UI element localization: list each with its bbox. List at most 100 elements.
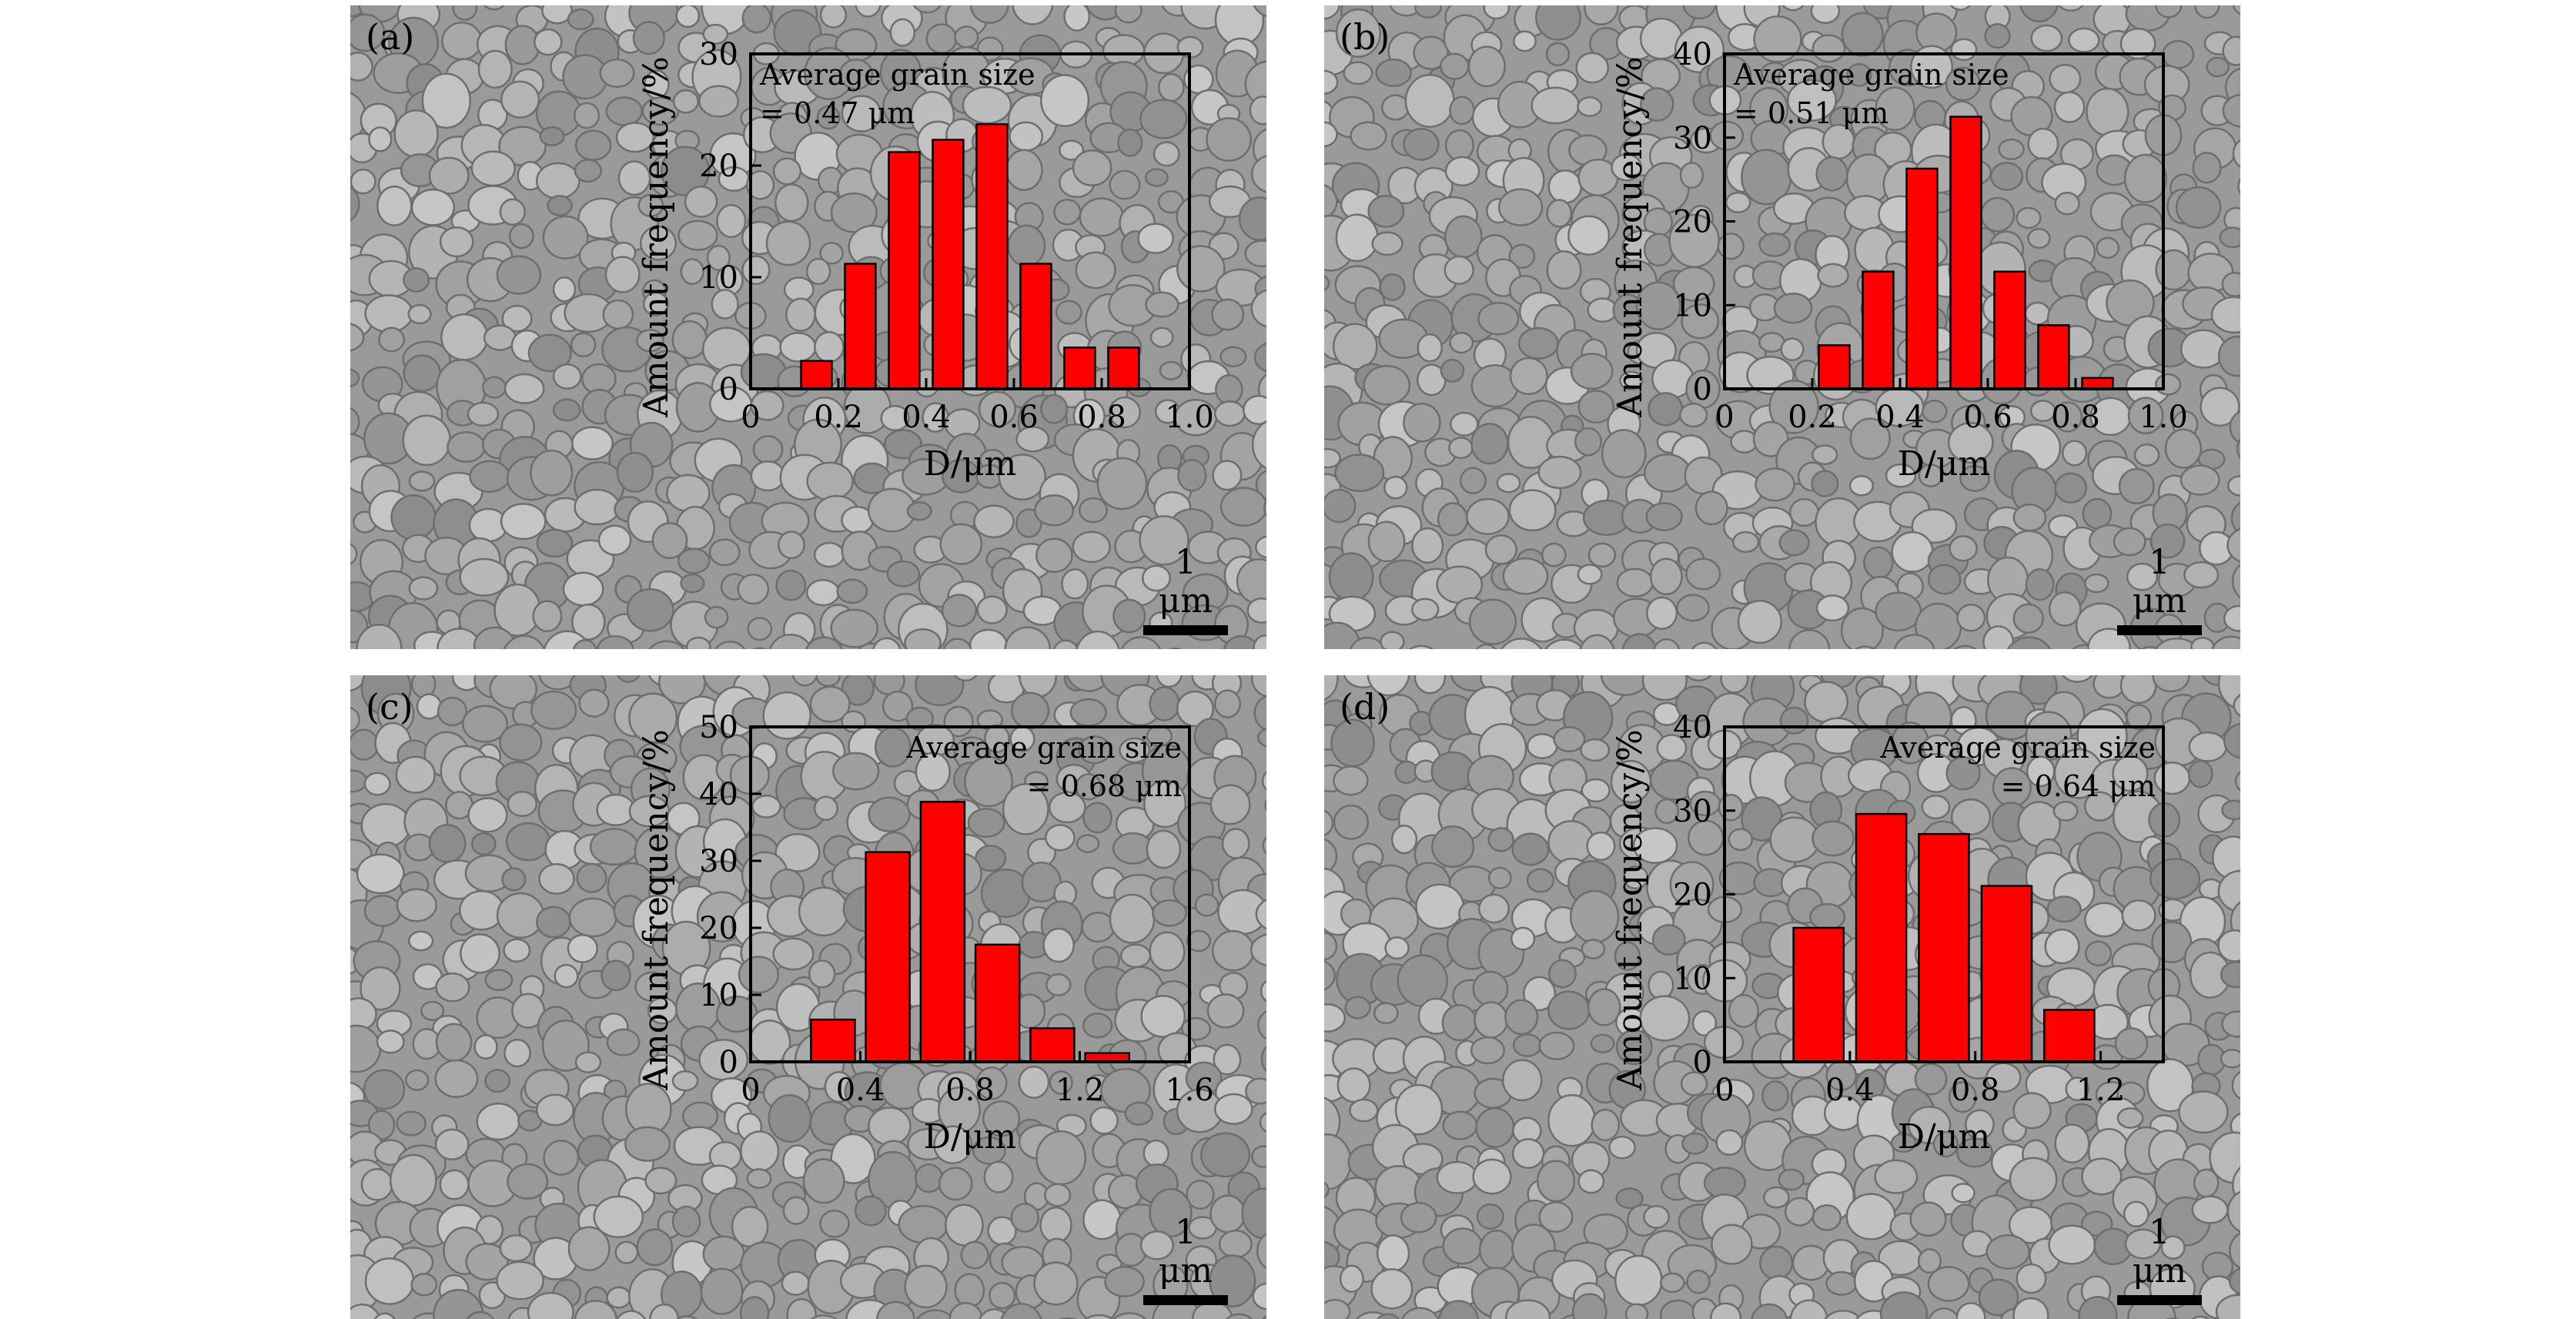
grain-size-histogram: 0 0.2 0.4 0.6 0.8 1.0 0 10 20 30 40 D/μm Amount freq…: [1611, 37, 2188, 484]
x-tick-label: 0.4: [1875, 400, 1925, 435]
y-tick-label: 10: [1673, 961, 1712, 996]
y-axis-label: Amount frequency/%: [1611, 56, 1650, 418]
x-tick-label: 0.4: [902, 400, 951, 435]
x-tick-label: 1.2: [1055, 1073, 1105, 1108]
y-tick-label: 40: [1673, 710, 1712, 745]
y-tick-label: 0: [1693, 1045, 1712, 1080]
histogram-bar: [1905, 167, 1939, 390]
x-tick-label: 0.8: [2051, 400, 2100, 435]
scale-bar-label: 1 μm: [2132, 1213, 2187, 1291]
histogram-bar: [2043, 1009, 2096, 1063]
histogram-bar: [1993, 270, 2026, 390]
x-tick-label: 0.2: [814, 400, 863, 435]
histogram-bar: [919, 801, 966, 1063]
histogram-bar: [1019, 263, 1052, 390]
panel-d: (d) 0 0.4 0.8 1.2 0 10 20 30 40 D/μm Amount freque…: [1324, 675, 2240, 1319]
panel-a: (a) 0 0.2 0.4 0.6 0.8 1.0 0 10 20 30 D/μm Amount fr…: [350, 5, 1266, 649]
scale-bar-label: 1 μm: [2132, 543, 2187, 621]
y-tick-label: 10: [699, 978, 738, 1013]
histogram-bar: [1980, 885, 2033, 1063]
y-tick-label: 30: [1673, 794, 1712, 829]
scale-bar-label: 1 μm: [1158, 543, 1213, 621]
histogram-bar: [2037, 324, 2070, 390]
x-tick-label: 0.4: [836, 1073, 885, 1108]
histogram-bar: [1818, 344, 1851, 390]
average-grain-size-annotation: = 0.68 μm: [1027, 769, 1182, 803]
scale-bar: 1 μm: [2117, 544, 2202, 635]
x-tick-label: 0: [741, 1073, 760, 1108]
average-grain-size-annotation: Average grain size: [759, 58, 1035, 92]
x-tick-label: 1.0: [1165, 400, 1214, 435]
y-tick-label: 20: [699, 911, 738, 946]
grain-size-histogram: 0 0.2 0.4 0.6 0.8 1.0 0 10 20 30 D/μm Amount freque…: [637, 37, 1214, 484]
y-tick-label: 40: [1673, 37, 1712, 72]
panel-label: (a): [366, 16, 415, 58]
y-tick-label: 30: [699, 844, 738, 879]
x-tick-label: 0.8: [1951, 1073, 2000, 1108]
panel-label: (d): [1340, 686, 1390, 728]
x-tick-label: 0: [1715, 1073, 1734, 1108]
sem-micrograph: [1324, 5, 2240, 649]
histogram-bar: [975, 123, 1009, 390]
y-axis-label: Amount frequency/%: [637, 56, 676, 418]
histogram-bar: [1792, 926, 1845, 1063]
x-tick-label: 1.2: [2076, 1073, 2126, 1108]
y-tick-label: 30: [1673, 121, 1712, 156]
grain-size-histogram: 0 0.4 0.8 1.2 0 10 20 30 40 D/μm Amount frequency/…: [1611, 710, 2165, 1157]
histogram-bar: [1029, 1027, 1076, 1063]
scale-bar: 1 μm: [2117, 1214, 2202, 1305]
x-tick-label: 0.8: [945, 1073, 995, 1108]
x-tick-label: 0: [741, 400, 760, 435]
panel-b: (b) 0 0.2 0.4 0.6 0.8 1.0 0 10 20 30 40 D/μm Amount …: [1324, 5, 2240, 649]
grain-size-histogram: 0 0.4 0.8 1.2 1.6 0 10 20 30 40 50 D/μm Amount frequ…: [637, 710, 1214, 1157]
histogram-bar: [1063, 346, 1096, 390]
y-tick-label: 50: [699, 710, 738, 745]
y-tick-label: 0: [719, 1045, 738, 1080]
histogram-bar: [1855, 812, 1908, 1063]
average-grain-size-annotation: Average grain size: [1733, 58, 2009, 92]
scale-bar: 1 μm: [1143, 1214, 1228, 1305]
histogram-bar: [2081, 377, 2114, 390]
histogram-bar: [888, 151, 921, 390]
scale-bar: 1 μm: [1143, 544, 1228, 635]
sem-micrograph: [350, 5, 1266, 649]
y-tick-label: 10: [1673, 288, 1712, 323]
x-axis-label: D/μm: [924, 1117, 1016, 1157]
x-tick-label: 0.6: [1963, 400, 2012, 435]
scale-bar-line: [1143, 625, 1228, 635]
panel-label: (b): [1340, 16, 1390, 58]
average-grain-size-annotation: = 0.51 μm: [1734, 96, 1889, 130]
x-tick-label: 1.0: [2139, 400, 2188, 435]
sem-micrograph: [350, 675, 1266, 1319]
average-grain-size-annotation: = 0.47 μm: [760, 96, 915, 130]
scale-bar-line: [2117, 625, 2202, 635]
histogram-bar: [1949, 115, 1982, 390]
x-tick-label: 0.8: [1077, 400, 1126, 435]
histogram-bar: [1862, 270, 1895, 390]
y-axis-label: Amount frequency/%: [1611, 729, 1650, 1091]
x-axis-label: D/μm: [1898, 1117, 1990, 1157]
x-tick-label: 0: [1715, 400, 1734, 435]
x-tick-label: 0.6: [989, 400, 1039, 435]
histogram-bar: [974, 943, 1021, 1063]
average-grain-size-annotation: Average grain size: [1879, 731, 2156, 765]
x-axis-label: D/μm: [1898, 444, 1990, 484]
histogram-bar: [932, 139, 965, 390]
y-tick-label: 20: [1673, 205, 1712, 240]
x-axis-label: D/μm: [924, 444, 1016, 484]
histogram-bar: [844, 263, 877, 390]
panel-label: (c): [366, 686, 413, 728]
histogram-bar: [810, 1018, 856, 1063]
panel-c: (c) 0 0.4 0.8 1.2 1.6 0 10 20 30 40 50 D/μm Amount f…: [350, 675, 1266, 1319]
y-tick-label: 20: [699, 149, 738, 184]
y-tick-label: 30: [699, 37, 738, 72]
y-tick-label: 40: [699, 777, 738, 812]
x-tick-label: 0.2: [1788, 400, 1837, 435]
x-tick-label: 1.6: [1165, 1073, 1214, 1108]
y-axis-label: Amount frequency/%: [637, 729, 676, 1091]
histogram-bar: [1107, 346, 1140, 390]
scale-bar-line: [1143, 1295, 1228, 1305]
scale-bar-label: 1 μm: [1158, 1213, 1213, 1291]
average-grain-size-annotation: = 0.64 μm: [2001, 769, 2156, 803]
histogram-bar: [1918, 832, 1970, 1063]
